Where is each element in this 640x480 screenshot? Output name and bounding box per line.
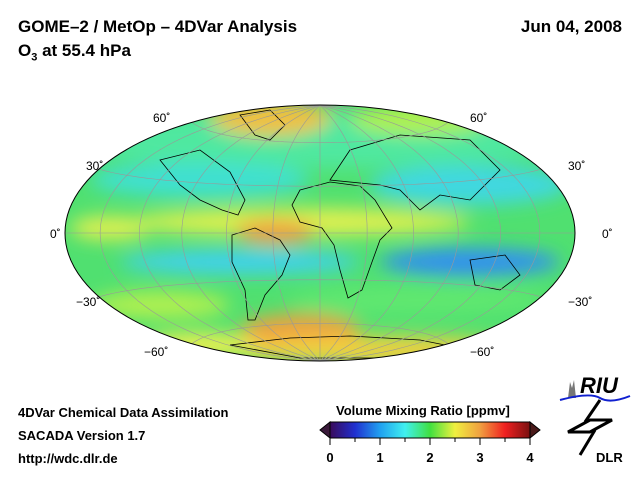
colorbar-tick-3: 3 xyxy=(476,450,484,465)
lat-label-30-right: 30˚ xyxy=(568,159,586,173)
subtitle-level: at 55.4 hPa xyxy=(37,41,131,60)
colorbar-tick-4: 4 xyxy=(526,450,534,465)
ozone-field xyxy=(65,105,575,361)
meridian xyxy=(319,105,501,361)
figure-subtitle: O3 at 55.4 hPa xyxy=(18,41,131,63)
meridian xyxy=(226,105,321,361)
footer-line-2: SACADA Version 1.7 xyxy=(18,428,146,443)
meridian xyxy=(319,105,459,361)
meridian xyxy=(319,105,541,361)
dlr-logo-text: DLR xyxy=(596,450,623,465)
meridian xyxy=(99,105,321,361)
meridian xyxy=(319,105,414,361)
lat-label-30-left: 30˚ xyxy=(86,159,104,173)
meridian xyxy=(319,105,368,361)
dlr-logo xyxy=(567,399,613,456)
map-border xyxy=(64,104,576,362)
colorbar-over-arrow xyxy=(529,420,541,440)
colorbar-under-arrow xyxy=(319,420,331,440)
lat-label-0-left: 0˚ xyxy=(50,227,61,241)
colorbar-tick-2: 2 xyxy=(426,450,434,465)
colorbar-title: Volume Mixing Ratio [ppmv] xyxy=(336,403,510,418)
riu-logo xyxy=(559,380,631,402)
lat-label-60-left: 60˚ xyxy=(153,111,171,125)
lat-label-m60-left: −60˚ xyxy=(144,345,169,359)
graticule xyxy=(65,105,575,361)
meridian xyxy=(181,105,321,361)
lat-label-60-right: 60˚ xyxy=(470,111,488,125)
riu-logo-text: RIU xyxy=(580,373,618,398)
lat-label-m60-right: −60˚ xyxy=(470,345,495,359)
lat-label-m30-left: −30˚ xyxy=(76,295,101,309)
colorbar-tick-1: 1 xyxy=(376,450,384,465)
colorbar-tick-0: 0 xyxy=(326,450,334,465)
footer-url[interactable]: http://wdc.dlr.de xyxy=(18,451,118,466)
lat-label-m30-right: −30˚ xyxy=(568,295,593,309)
colorbar xyxy=(319,420,541,445)
meridian xyxy=(139,105,321,361)
meridian xyxy=(272,105,321,361)
colorbar-bar xyxy=(329,421,531,439)
figure-date: Jun 04, 2008 xyxy=(520,17,622,36)
lat-label-0-right: 0˚ xyxy=(602,227,613,241)
footer-line-1: 4DVar Chemical Data Assimilation xyxy=(18,405,229,420)
subtitle-subscript: 3 xyxy=(31,51,38,64)
subtitle-species: O xyxy=(18,41,32,60)
figure-title: GOME–2 / MetOp – 4DVar Analysis xyxy=(18,17,298,36)
